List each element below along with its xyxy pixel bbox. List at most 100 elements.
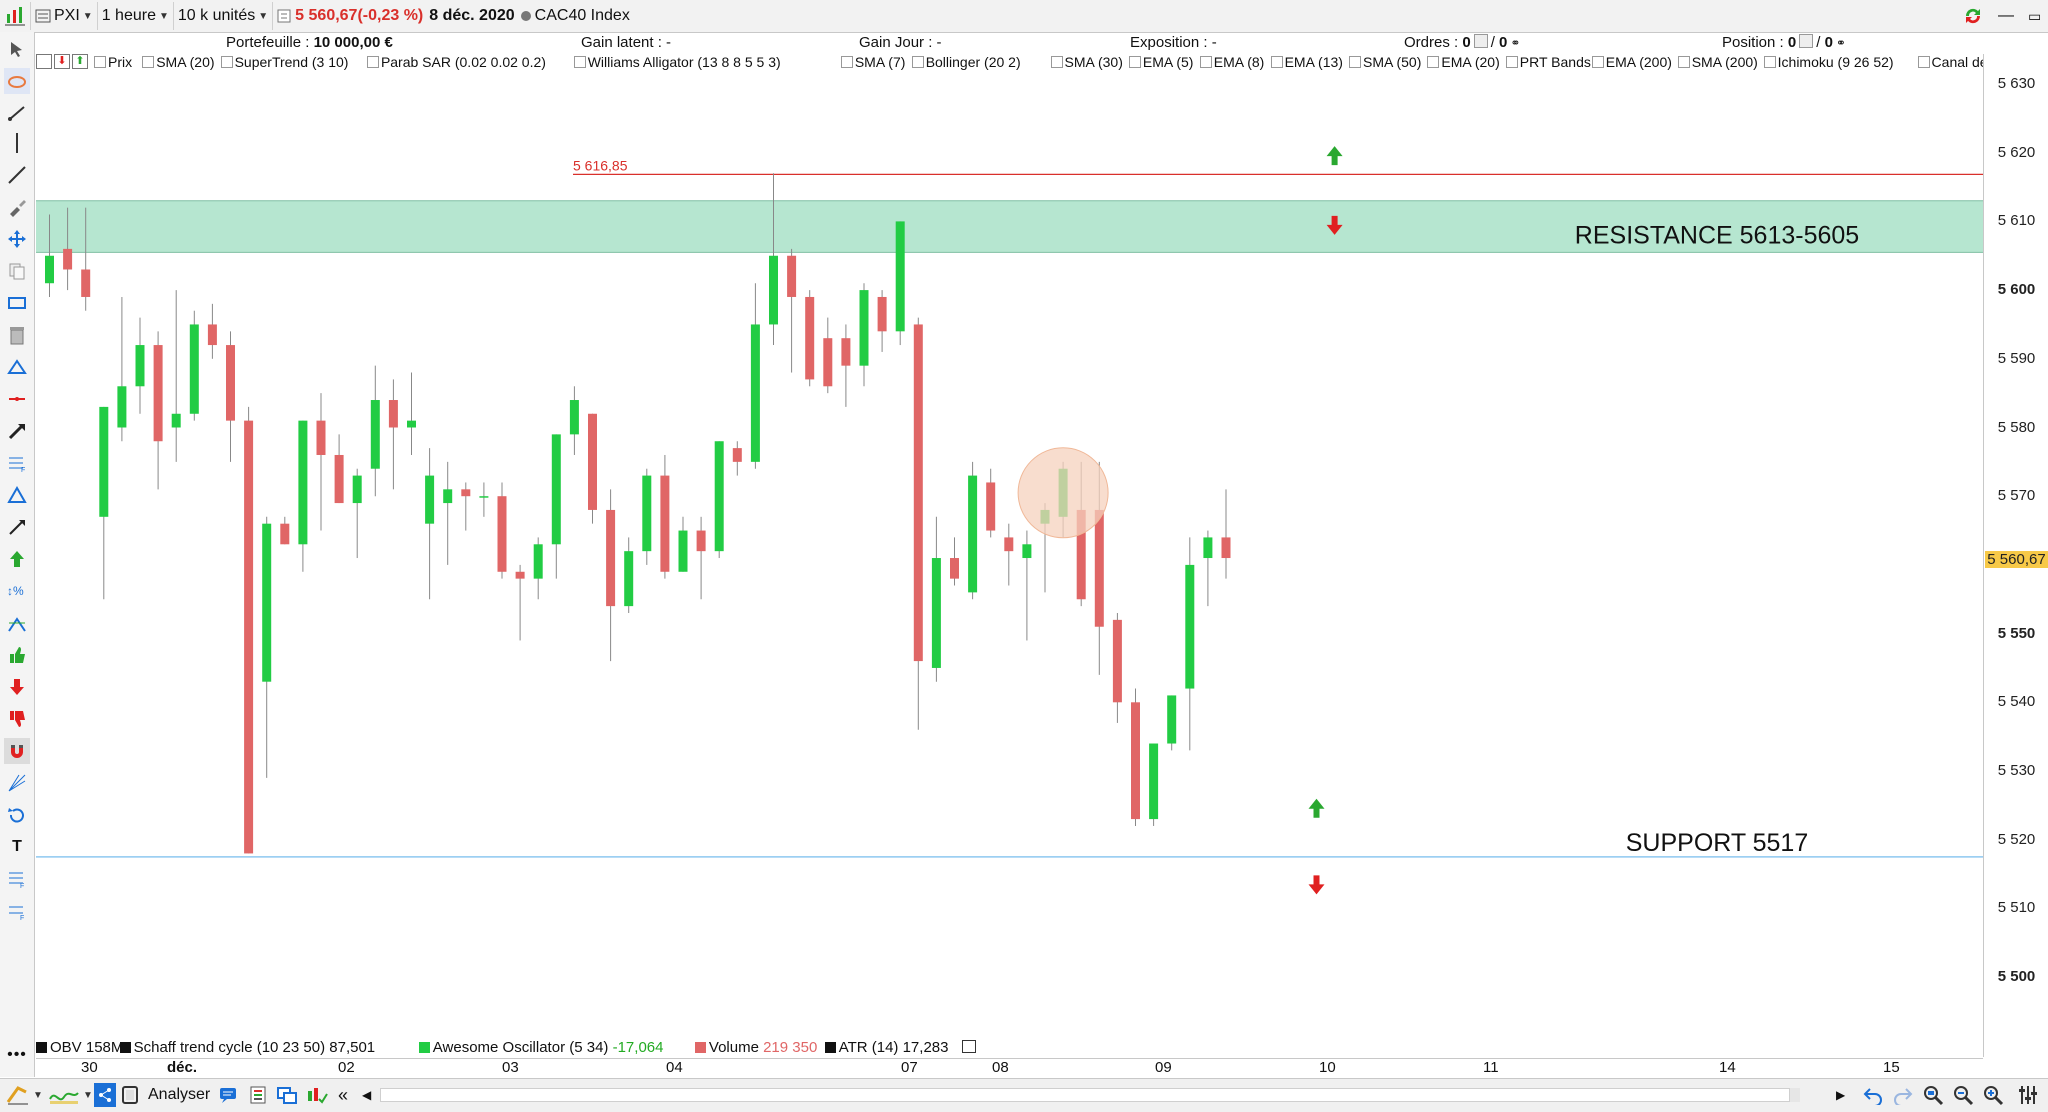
triangle-tool-icon[interactable] — [4, 482, 30, 508]
thumbs-down-icon[interactable] — [4, 706, 30, 732]
down-arrow-icon[interactable] — [1326, 215, 1343, 235]
chat-icon[interactable] — [218, 1083, 238, 1107]
zoom-fit-icon[interactable] — [1922, 1083, 1944, 1107]
zoom-in-icon[interactable] — [1982, 1083, 2004, 1107]
indicator-toggle[interactable]: PRT Bands — [1505, 54, 1591, 70]
checkbox-icon[interactable] — [911, 56, 924, 68]
scroll-fast-left-icon[interactable]: « — [338, 1084, 349, 1105]
sub-indicator-item[interactable]: Volume 219 350 — [694, 1039, 817, 1056]
indicator-toggle[interactable]: EMA (13) — [1270, 54, 1343, 70]
percent-tool-icon[interactable]: ↕% — [4, 578, 30, 604]
indicator-toggle[interactable]: Williams Alligator (13 8 8 5 5 3) — [573, 54, 781, 70]
checkbox-icon[interactable] — [1128, 56, 1141, 68]
ellipse-tool-icon[interactable] — [4, 68, 30, 94]
checkbox-icon[interactable] — [1270, 56, 1283, 68]
checkbox-icon[interactable] — [1763, 56, 1776, 68]
scrollbar[interactable] — [380, 1088, 1800, 1102]
network-tool-icon[interactable] — [4, 354, 30, 380]
draw-style-icon[interactable]: ▼ — [6, 1083, 43, 1107]
price-axis[interactable]: 5 630 5 620 5 610 5 600 5 590 5 580 5 570 5 560… — [1983, 54, 2048, 1057]
checkbox-icon[interactable] — [1427, 56, 1440, 68]
indicator-toggle[interactable]: Canal de Don — [1917, 54, 1983, 70]
indicator-toggle[interactable]: Parab SAR (0.02 0.02 0.2) — [366, 54, 546, 70]
indicator-toggle[interactable]: EMA (200) — [1591, 54, 1672, 70]
line-arrow-tool-icon[interactable] — [4, 514, 30, 540]
time-axis[interactable]: 30 déc. 02 03 04 07 08 09 10 11 14 15 — [36, 1058, 1983, 1079]
checkbox-icon[interactable] — [1349, 56, 1361, 68]
text-tool-icon[interactable]: T — [12, 838, 22, 855]
fib-retracement-tool-icon[interactable]: F — [4, 866, 30, 892]
maximize-icon[interactable]: ▭ — [2028, 7, 2042, 24]
minimize-icon[interactable]: — — [1998, 7, 2014, 24]
up-arrow-tool-icon[interactable] — [4, 546, 30, 572]
indicator-toggle[interactable]: EMA (20) — [1427, 54, 1500, 70]
move-tool-icon[interactable] — [4, 226, 30, 252]
redo-icon[interactable] — [1892, 1083, 1914, 1107]
link-icon[interactable]: ⚭ — [1510, 36, 1521, 50]
checkbox-icon[interactable] — [1199, 56, 1212, 68]
checkbox-icon[interactable] — [1591, 56, 1604, 68]
pitchfork-tool-icon[interactable] — [4, 610, 30, 636]
gann-fan-tool-icon[interactable] — [4, 770, 30, 796]
brush-tool-icon[interactable] — [4, 194, 30, 220]
arrow-tool-icon[interactable] — [4, 418, 30, 444]
more-tools-icon[interactable]: ••• — [7, 1046, 27, 1063]
magnet-icon[interactable] — [4, 738, 30, 764]
cycle-tool-icon[interactable] — [4, 802, 30, 828]
window-icon[interactable] — [36, 54, 52, 69]
scroll-right-icon[interactable]: ▶ — [1836, 1088, 1846, 1102]
windows-icon[interactable] — [276, 1083, 298, 1107]
fibonacci-tool-icon[interactable]: F — [4, 450, 30, 476]
link-icon[interactable]: ⚭ — [1835, 36, 1846, 50]
highlight-circle[interactable] — [1017, 447, 1109, 539]
sub-indicator-item[interactable]: Schaff trend cycle (10 23 50) 87,501 — [119, 1039, 375, 1056]
sell-icon[interactable]: ⬇ — [54, 54, 70, 69]
checkbox-icon[interactable] — [220, 56, 233, 68]
rectangle-tool-icon[interactable] — [4, 290, 30, 316]
position-toggle-icon[interactable] — [1799, 34, 1814, 48]
sync-icon[interactable] — [1962, 5, 1984, 27]
indicator-toggle[interactable]: SuperTrend (3 10) — [220, 54, 348, 70]
checkbox-icon[interactable] — [94, 56, 106, 68]
indicator-toggle[interactable]: SMA (20) — [142, 54, 215, 70]
indicator-toggle[interactable]: SMA (200) — [1677, 54, 1758, 70]
checkbox-icon[interactable] — [1917, 56, 1930, 68]
sub-indicator-item[interactable]: OBV 158M — [36, 1039, 123, 1056]
copy-tool-icon[interactable] — [4, 258, 30, 284]
scroll-left-icon[interactable]: ◀ — [362, 1088, 372, 1102]
buy-icon[interactable]: ⬆ — [72, 54, 88, 69]
checkbox-icon[interactable] — [573, 56, 586, 68]
thumbs-up-icon[interactable] — [4, 642, 30, 668]
checkbox-icon[interactable] — [1050, 56, 1063, 68]
sub-indicator-item[interactable]: ATR (14) 17,283 — [824, 1039, 948, 1056]
cursor-tool-icon[interactable] — [4, 36, 30, 62]
indicator-toggle[interactable]: EMA (8) — [1199, 54, 1264, 70]
backtest-icon[interactable] — [306, 1083, 328, 1107]
trash-icon[interactable] — [4, 322, 30, 348]
checkbox-icon[interactable] — [840, 56, 853, 68]
orders-toggle-icon[interactable] — [1473, 34, 1488, 48]
horizontal-line-tool-icon[interactable] — [4, 386, 30, 412]
settings-icon[interactable] — [2016, 1083, 2040, 1107]
checkbox-icon[interactable] — [366, 56, 379, 68]
indicator-toggle[interactable]: Prix — [94, 54, 132, 70]
scrollbar-thumb[interactable] — [380, 1088, 1790, 1102]
checkbox-icon[interactable] — [1677, 56, 1690, 68]
down-arrow-tool-icon[interactable] — [4, 674, 30, 700]
fib-extension-tool-icon[interactable]: F — [4, 898, 30, 924]
indicator-toggle[interactable]: SMA (30) — [1050, 54, 1123, 70]
segment-tool-icon[interactable] — [4, 100, 30, 126]
expand-panel-icon[interactable] — [962, 1040, 977, 1053]
down-arrow-icon[interactable] — [1308, 875, 1325, 895]
share-icon[interactable] — [94, 1083, 116, 1107]
indicator-toggle[interactable]: Ichimoku (9 26 52) — [1763, 54, 1894, 70]
up-arrow-icon[interactable] — [1326, 146, 1343, 166]
list-screener-icon[interactable] — [248, 1083, 268, 1107]
indicator-toggle[interactable]: SMA (50) — [1349, 54, 1421, 70]
timeframe-selector[interactable]: 1 heure ▼ — [98, 2, 174, 30]
indicator-icon[interactable]: ▼ — [48, 1083, 93, 1107]
trendline-tool-icon[interactable] — [4, 162, 30, 188]
indicator-toggle[interactable]: Bollinger (20 2) — [911, 54, 1021, 70]
sub-indicator-item[interactable]: Awesome Oscillator (5 34) -17,064 — [418, 1039, 663, 1056]
vertical-line-tool-icon[interactable] — [4, 130, 30, 156]
